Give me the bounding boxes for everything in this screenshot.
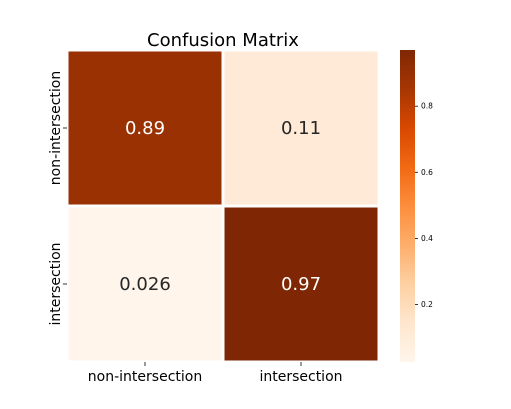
cell-value-label: 0.89 [125,118,165,139]
colorbar [400,50,415,362]
colorbar-tick-label: 0.8 [421,102,433,111]
heatmap-cell [65,204,225,364]
x-tick-label: non-intersection [88,369,202,385]
colorbar-tick-label: 0.6 [421,168,433,177]
x-axis-ticks: non-intersection intersection [88,362,343,385]
y-tick-label: intersection [48,242,64,325]
cell-value-label: 0.026 [119,274,171,295]
cell-value-label: 0.11 [281,118,321,139]
heatmap-cell [221,48,381,208]
heatmap-cells: 0.89 0.11 0.026 0.97 [65,48,381,364]
colorbar-ticks: 0.2 0.4 0.6 0.8 [415,102,433,309]
x-tick-label: intersection [259,369,342,385]
cell-value-label: 0.97 [281,274,321,295]
y-tick-label: non-intersection [48,71,64,185]
colorbar-tick-label: 0.2 [421,300,433,309]
chart-title: Confusion Matrix [147,30,299,51]
y-axis-ticks: non-intersection intersection [48,71,67,326]
heatmap-cell [221,204,381,364]
colorbar-tick-label: 0.4 [421,234,433,243]
heatmap-cell [65,48,225,208]
